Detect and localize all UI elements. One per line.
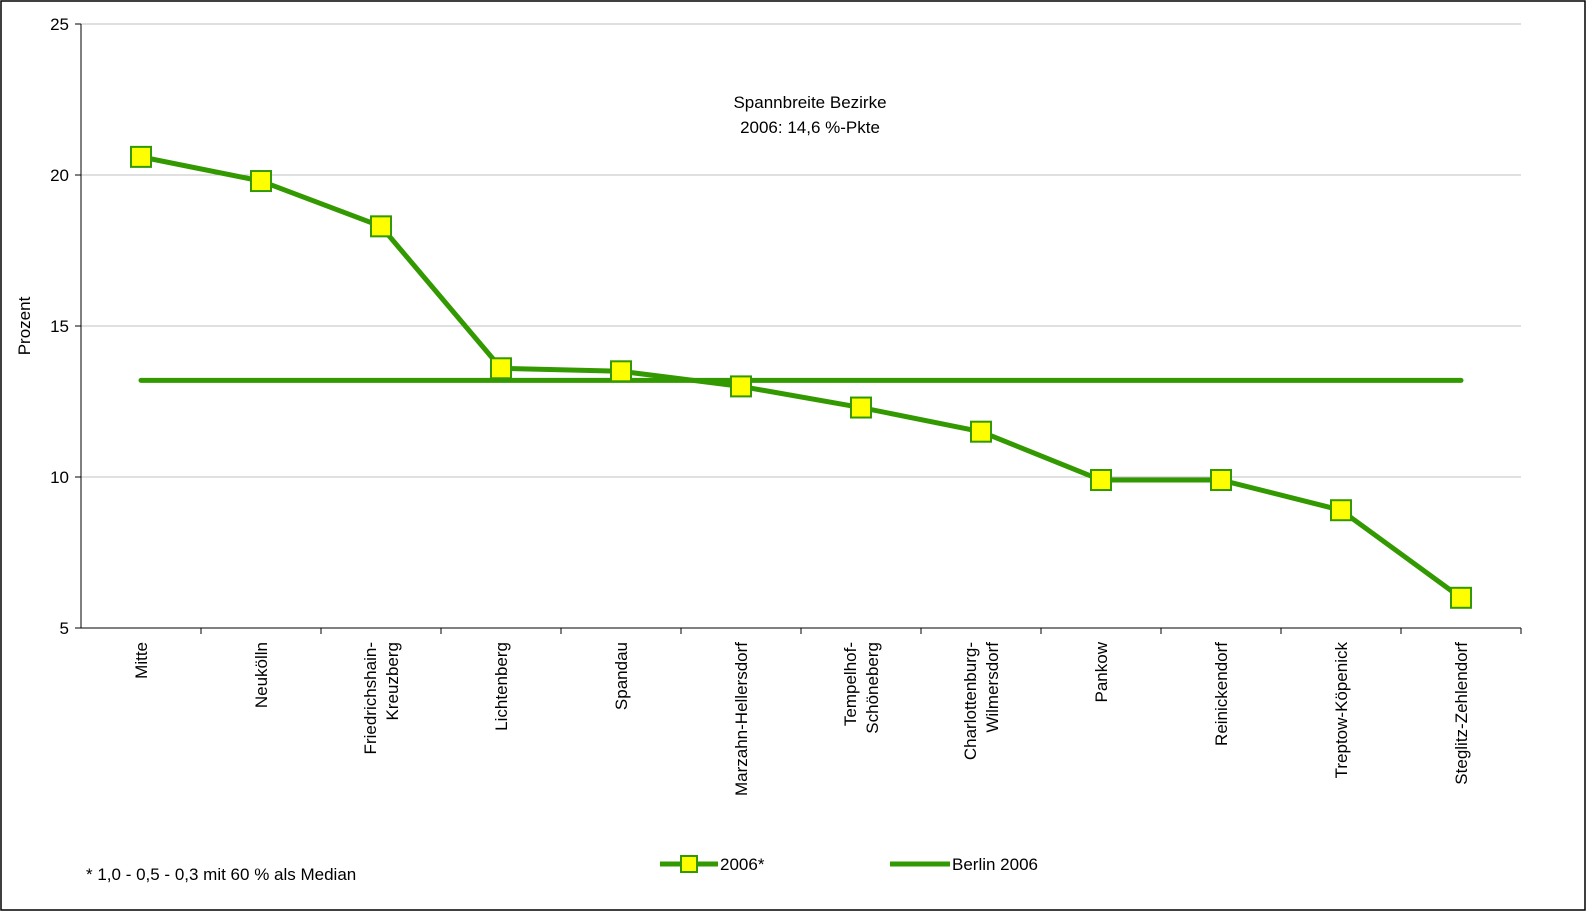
data-point-marker [130,145,152,168]
category-label: Schöneberg [863,642,882,734]
y-tick-label: 20 [50,166,69,185]
data-point-marker [1210,469,1232,492]
category-label: Wilmersdorf [983,642,1002,733]
category-label: Friedrichshain- [361,642,380,754]
data-point-marker [370,215,392,238]
axes [75,23,1522,634]
y-tick-label: 25 [50,15,69,34]
data-point-marker [730,375,752,398]
legend-label-2006: 2006* [720,855,765,874]
data-point-marker [1450,586,1472,609]
range-annotation-line1: Spannbreite Bezirke [733,93,886,112]
legend-label-berlin: Berlin 2006 [952,855,1038,874]
category-label: Kreuzberg [383,642,402,720]
gridlines [81,23,1521,478]
labels: 5 10 15 20 25 Mitte Neukölln Friedrichshain- Kre… [50,15,1471,796]
category-label: Neukölln [252,642,271,708]
y-tick-label: 15 [50,317,69,336]
category-label: Reinickendorf [1212,642,1231,746]
data-point-marker [250,170,272,193]
category-label: Spandau [612,642,631,710]
y-axis-title: Prozent [15,296,34,355]
category-label: Mitte [132,642,151,679]
category-label: Treptow-Köpenick [1332,642,1351,779]
category-label: Marzahn-Hellersdorf [732,642,751,796]
data-point-marker [850,396,872,419]
category-label: Pankow [1092,641,1111,702]
data-point-marker [1330,499,1352,522]
y-tick-label: 5 [60,619,69,638]
category-label: Charlottenburg- [961,642,980,760]
series [130,145,1472,609]
category-label: Tempelhof- [841,642,860,726]
category-label: Steglitz-Zehlendorf [1452,642,1471,785]
legend-marker-2006 [680,855,698,873]
data-point-marker [970,420,992,443]
data-point-marker [1090,469,1112,492]
legend: 2006* Berlin 2006 [660,855,1038,874]
y-tick-label: 10 [50,468,69,487]
data-point-marker [610,360,632,383]
data-point-marker [490,357,512,380]
category-label: Lichtenberg [492,642,511,731]
series-line-0 [138,154,1464,601]
footnote: * 1,0 - 0,5 - 0,3 mit 60 % als Median [86,865,356,884]
range-annotation-line2: 2006: 14,6 %-Pkte [740,118,880,137]
